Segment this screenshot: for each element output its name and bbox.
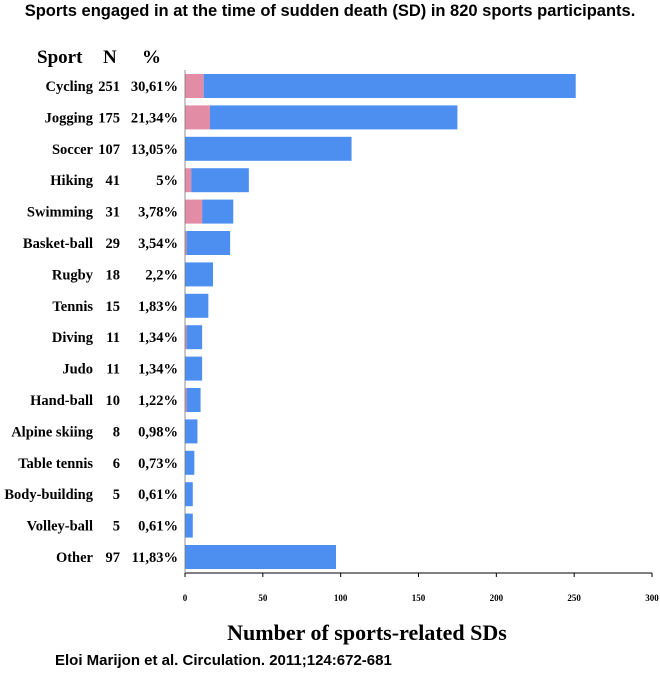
percent-label: 1,34% (138, 362, 178, 378)
n-label: 8 (113, 424, 120, 440)
n-label: 6 (113, 456, 120, 472)
bar-cycling-segment-1 (185, 74, 204, 98)
bar-hiking-segment-1 (185, 168, 192, 193)
n-label: 29 (106, 236, 121, 252)
n-label: 107 (98, 142, 120, 158)
percent-label: 0,73% (138, 456, 178, 472)
x-tick-label: 200 (490, 593, 504, 603)
bar-basket-ball-segment-1 (185, 231, 187, 255)
percent-label: 3,54% (138, 236, 178, 252)
x-tick-label: 100 (334, 593, 348, 603)
bar-hiking-segment-2 (191, 168, 249, 193)
bar-alpine-skiing-segment-2 (185, 419, 198, 444)
percent-label: 5% (156, 173, 178, 189)
n-label: 31 (106, 205, 121, 221)
n-label: 175 (98, 110, 120, 126)
n-label: 18 (106, 267, 121, 283)
bar-jogging-segment-2 (209, 105, 458, 130)
bar-soccer-segment-2 (185, 136, 352, 161)
x-axis-label: Number of sports-related SDs (227, 620, 507, 645)
bar-rugby-segment-2 (185, 262, 214, 287)
n-label: 5 (113, 519, 120, 535)
sport-label: Swimming (27, 205, 94, 221)
percent-label: 2,2% (145, 267, 178, 283)
sport-label: Rugby (52, 267, 94, 283)
percent-label: 13,05% (131, 142, 178, 158)
bar-judo-segment-2 (185, 356, 203, 381)
percent-label: 11,83% (132, 550, 178, 566)
bar-basket-ball-segment-2 (186, 231, 231, 255)
sport-label: Tennis (52, 299, 93, 315)
bar-diving-segment-2 (186, 325, 203, 350)
n-label: 10 (106, 393, 121, 409)
bar-diving-segment-1 (185, 325, 187, 350)
percent-label: 1,83% (138, 299, 178, 315)
x-tick-label: 300 (645, 593, 659, 603)
bar-volley-ball-segment-2 (185, 513, 193, 538)
bar-other-segment-2 (185, 545, 336, 569)
n-label: 11 (106, 362, 120, 378)
header-sport: Sport (37, 47, 83, 68)
n-label: 41 (106, 173, 121, 189)
bar-swimming-segment-2 (202, 199, 234, 224)
percent-label: 1,22% (138, 393, 178, 409)
sport-label: Other (56, 550, 94, 566)
bar-cycling-segment-2 (203, 74, 576, 98)
bar-swimming-segment-1 (185, 199, 203, 224)
n-label: 97 (106, 550, 121, 566)
sport-label: Hand-ball (30, 393, 93, 409)
bar-jogging-segment-1 (185, 105, 210, 130)
header-n: N (103, 47, 117, 68)
sport-label: Jogging (45, 110, 94, 126)
bar-table-tennis-segment-2 (185, 450, 195, 475)
sport-label: Volley-ball (27, 519, 93, 535)
sport-label: Hiking (50, 173, 93, 189)
citation: Eloi Marijon et al. Circulation. 2011;12… (55, 652, 392, 669)
sport-label: Table tennis (18, 456, 93, 472)
bar-body-building-segment-2 (185, 482, 193, 507)
sport-label: Body-building (4, 487, 93, 503)
percent-label: 1,34% (138, 330, 178, 346)
sport-label: Alpine skiing (11, 424, 94, 440)
percent-label: 30,61% (131, 79, 178, 95)
header-percent: % (142, 47, 161, 68)
n-label: 11 (106, 330, 120, 346)
sport-label: Basket-ball (23, 236, 93, 252)
percent-label: 3,78% (138, 205, 178, 221)
n-label: 15 (106, 299, 121, 315)
x-tick-label: 0 (183, 593, 188, 603)
bar-tennis-segment-2 (185, 293, 209, 318)
x-tick-label: 250 (567, 593, 581, 603)
n-label: 251 (98, 79, 120, 95)
chart-title: Sports engaged in at the time of sudden … (24, 2, 636, 20)
bar-hand-ball-segment-1 (185, 388, 187, 412)
x-tick-label: 50 (258, 593, 268, 603)
percent-label: 0,98% (138, 424, 178, 440)
percent-label: 0,61% (138, 519, 178, 535)
percent-label: 0,61% (138, 487, 178, 503)
bar-hand-ball-segment-2 (186, 388, 201, 412)
sport-label: Judo (62, 362, 93, 378)
sport-label: Soccer (52, 142, 94, 158)
sport-label: Cycling (45, 79, 93, 95)
x-tick-label: 150 (412, 593, 426, 603)
percent-label: 21,34% (131, 110, 178, 126)
n-label: 5 (113, 487, 120, 503)
sport-label: Diving (52, 330, 94, 346)
